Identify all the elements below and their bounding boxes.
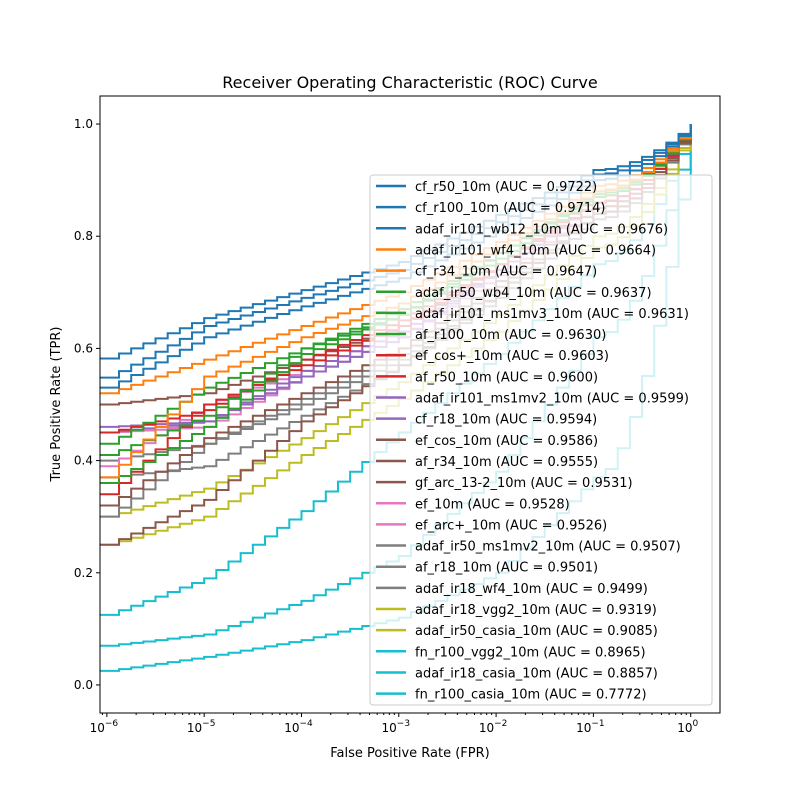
y-tick-label: 0.2 bbox=[74, 566, 93, 580]
legend-entry: adaf_ir101_ms1mv2_10m (AUC = 0.9599) bbox=[415, 392, 689, 407]
y-tick-label: 0.8 bbox=[74, 229, 93, 243]
legend-entry: adaf_ir50_ms1mv2_10m (AUC = 0.9507) bbox=[415, 540, 681, 555]
legend-entry: ef_10m (AUC = 0.9528) bbox=[415, 497, 570, 512]
legend-entry: adaf_ir50_casia_10m (AUC = 0.9085) bbox=[415, 624, 658, 639]
x-tick-label: 10−3 bbox=[382, 719, 411, 735]
legend-entry: adaf_ir18_casia_10m (AUC = 0.8857) bbox=[415, 666, 658, 681]
legend-entry: fn_r100_vgg2_10m (AUC = 0.8965) bbox=[415, 645, 646, 660]
axes: 10−6 10−5 10−4 10−3 10−2 10−1 100 0.0 0.2 0.4 0.6 0… bbox=[74, 95, 721, 735]
legend-entry: af_r100_10m (AUC = 0.9630) bbox=[415, 328, 606, 343]
x-tick-label: 10−2 bbox=[479, 719, 508, 735]
legend-entry: adaf_ir18_wf4_10m (AUC = 0.9499) bbox=[415, 582, 648, 597]
x-tick-label: 100 bbox=[677, 719, 698, 735]
x-tick-label: 10−4 bbox=[284, 719, 313, 735]
x-axis-label: False Positive Rate (FPR) bbox=[330, 746, 489, 761]
legend-entry: adaf_ir50_wb4_10m (AUC = 0.9637) bbox=[415, 286, 652, 301]
legend-entry: cf_r34_10m (AUC = 0.9647) bbox=[415, 265, 597, 280]
legend-entry: af_r34_10m (AUC = 0.9555) bbox=[415, 455, 598, 470]
y-tick-label: 0.4 bbox=[74, 454, 93, 468]
legend-entry: ef_arc+_10m (AUC = 0.9526) bbox=[415, 518, 607, 533]
legend-entry: adaf_ir101_wb12_10m (AUC = 0.9676) bbox=[415, 222, 668, 237]
legend-entry: cf_r100_10m (AUC = 0.9714) bbox=[415, 201, 606, 216]
y-axis-label: True Positive Rate (TPR) bbox=[49, 327, 64, 483]
chart-title: Receiver Operating Characteristic (ROC) … bbox=[222, 73, 597, 92]
x-tick-label: 10−1 bbox=[576, 719, 605, 735]
legend-entry: adaf_ir101_wf4_10m (AUC = 0.9664) bbox=[415, 243, 656, 258]
legend-entry: ef_cos+_10m (AUC = 0.9603) bbox=[415, 349, 609, 364]
x-tick-label: 10−6 bbox=[90, 719, 119, 735]
y-tick-label: 0.6 bbox=[74, 341, 93, 355]
legend-box bbox=[369, 174, 713, 706]
legend-entry: ef_cos_10m (AUC = 0.9586) bbox=[415, 434, 598, 449]
legend-entry: af_r50_10m (AUC = 0.9600) bbox=[415, 370, 598, 385]
x-tick-label: 10−5 bbox=[187, 719, 216, 735]
y-tick-label: 1.0 bbox=[74, 117, 93, 131]
plot-frame bbox=[99, 95, 721, 714]
legend-entry: af_r18_10m (AUC = 0.9501) bbox=[415, 561, 598, 576]
legend: cf_r50_10m (AUC = 0.9722) cf_r100_10m (AU… bbox=[369, 174, 713, 706]
y-tick-label: 0.0 bbox=[74, 678, 93, 692]
legend-entry: cf_r50_10m (AUC = 0.9722) bbox=[415, 180, 597, 195]
legend-entry: cf_r18_10m (AUC = 0.9594) bbox=[415, 413, 597, 428]
legend-entry: gf_arc_13-2_10m (AUC = 0.9531) bbox=[415, 476, 633, 491]
legend-entry: adaf_ir18_vgg2_10m (AUC = 0.9319) bbox=[415, 603, 657, 618]
legend-entry: fn_r100_casia_10m (AUC = 0.7772) bbox=[415, 688, 647, 703]
legend-entry: adaf_ir101_ms1mv3_10m (AUC = 0.9631) bbox=[415, 307, 689, 322]
